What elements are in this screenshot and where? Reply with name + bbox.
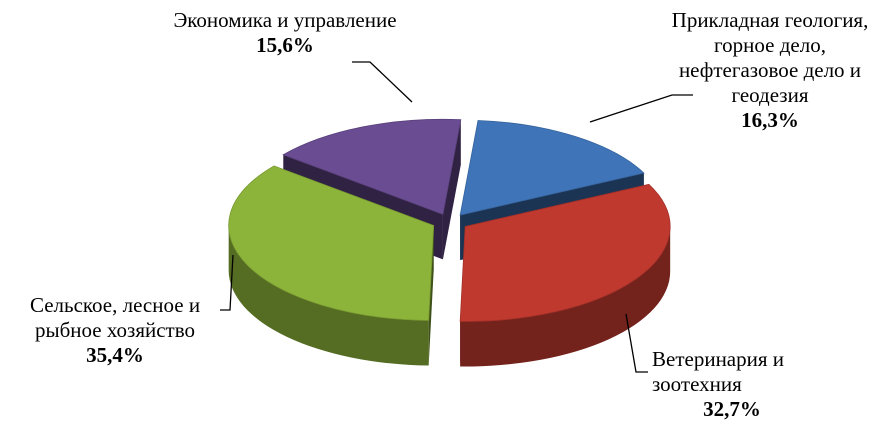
category-label: Экономика и управление xyxy=(173,8,397,32)
slice-side xyxy=(442,119,461,260)
slice-label: Прикладная геология, горное дело, нефтег… xyxy=(655,8,882,133)
slice xyxy=(459,120,645,216)
slice xyxy=(459,183,671,322)
category-label: Прикладная геология, горное дело, нефтег… xyxy=(671,8,869,107)
category-label: Ветеринария и зоотехния xyxy=(652,347,785,396)
leader-line xyxy=(589,94,693,123)
category-label: Сельское, лесное и рыбное хозяйство xyxy=(29,293,201,342)
value-label: 15,6% xyxy=(256,33,314,57)
value-label: 16,3% xyxy=(741,108,799,132)
leader-line xyxy=(625,313,648,373)
slice-label: Экономика и управление 15,6% xyxy=(170,8,400,58)
slice-label: Ветеринария и зоотехния 32,7% xyxy=(652,347,852,422)
value-label: 32,7% xyxy=(703,397,761,421)
leader-line xyxy=(220,254,234,311)
value-label: 35,4% xyxy=(86,343,144,367)
slice-label: Сельское, лесное и рыбное хозяйство 35,4% xyxy=(0,293,230,368)
slice-wall xyxy=(460,226,671,367)
slice xyxy=(282,118,462,215)
slices xyxy=(228,118,671,367)
leader-lines xyxy=(220,61,693,373)
slice xyxy=(228,165,435,321)
leader-line xyxy=(352,61,413,103)
slice-wall xyxy=(228,225,429,366)
